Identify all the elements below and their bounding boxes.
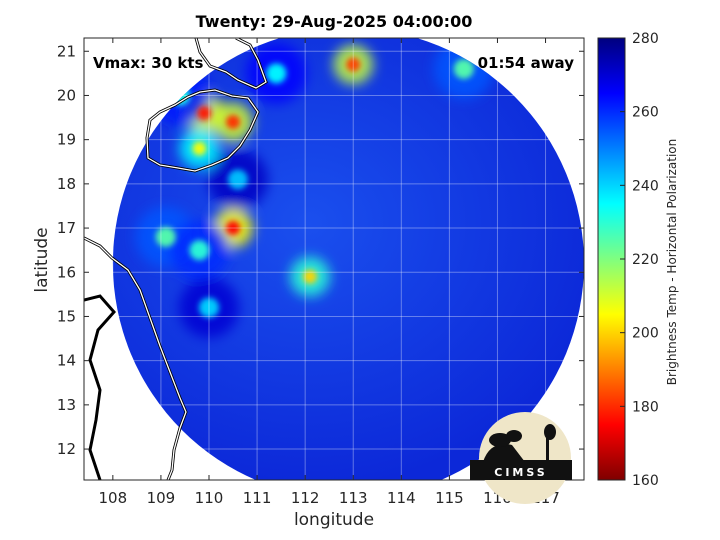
away-label: 01:54 away bbox=[478, 54, 575, 72]
hot-spot-6 bbox=[155, 226, 176, 247]
cimss-logo-text: CIMSS bbox=[494, 466, 547, 479]
cimss-logo: CIMSS bbox=[470, 412, 572, 504]
y-tick-label-21: 21 bbox=[57, 42, 76, 60]
y-tick-label-17: 17 bbox=[57, 219, 76, 237]
colorbar-tick-label-160: 160 bbox=[632, 473, 659, 489]
y-tick-label-15: 15 bbox=[57, 307, 76, 325]
hot-spot-3 bbox=[226, 114, 241, 129]
hot-spot-1 bbox=[302, 269, 317, 284]
y-ticks: 12 13 14 15 16 17 18 19 20 21 bbox=[57, 42, 584, 458]
y-tick-label-19: 19 bbox=[57, 131, 76, 149]
chart-title: Twenty: 29-Aug-2025 04:00:00 bbox=[195, 12, 473, 31]
y-tick-label-14: 14 bbox=[57, 352, 76, 370]
y-tick-label-18: 18 bbox=[57, 175, 76, 193]
hot-spot-9 bbox=[266, 63, 287, 84]
x-tick-label-111: 111 bbox=[243, 489, 272, 507]
y-tick-label-12: 12 bbox=[57, 440, 76, 458]
hot-spot-11 bbox=[199, 297, 219, 318]
y-tick-label-16: 16 bbox=[57, 263, 76, 281]
vietnam-border bbox=[84, 294, 116, 480]
x-ticks: 108109110111112113114115116117 bbox=[99, 38, 560, 507]
hot-spot-5 bbox=[346, 57, 361, 72]
y-tick-label-20: 20 bbox=[57, 86, 76, 104]
vmax-label: Vmax: 30 kts bbox=[93, 54, 203, 72]
y-tick-label-13: 13 bbox=[57, 396, 76, 414]
colorbar-tick-label-180: 180 bbox=[632, 399, 659, 415]
colorbar-ticks: 160 180 200 220 240 260 280 bbox=[620, 31, 659, 489]
x-tick-label-112: 112 bbox=[291, 489, 320, 507]
colorbar-tick-label-220: 220 bbox=[632, 252, 659, 268]
x-tick-label-115: 115 bbox=[435, 489, 464, 507]
colorbar-tick-label-240: 240 bbox=[632, 178, 659, 194]
colorbar-tick-label-200: 200 bbox=[632, 326, 659, 342]
colorbar-tick-label-280: 280 bbox=[632, 31, 659, 47]
hot-spot-2 bbox=[197, 106, 212, 121]
swath bbox=[112, 38, 584, 480]
colorbar-tick-label-260: 260 bbox=[632, 105, 659, 121]
axes-frame bbox=[83, 37, 585, 481]
x-axis-label: longitude bbox=[293, 510, 375, 530]
hot-spot-0 bbox=[226, 221, 241, 236]
x-tick-label-114: 114 bbox=[387, 489, 416, 507]
hot-spot-7 bbox=[189, 240, 210, 261]
x-tick-label-109: 109 bbox=[147, 489, 176, 507]
colorbar-label: Brightness Temp - Horizontal Polarizatio… bbox=[665, 138, 679, 386]
x-tick-label-110: 110 bbox=[195, 489, 224, 507]
hot-spot-4 bbox=[192, 141, 207, 156]
x-tick-label-113: 113 bbox=[339, 489, 368, 507]
hot-spot-10 bbox=[453, 58, 474, 79]
x-tick-label-108: 108 bbox=[99, 489, 128, 507]
y-axis-label: latitude bbox=[32, 227, 52, 293]
hot-spot-12 bbox=[227, 169, 248, 190]
coastlines-inner bbox=[84, 38, 267, 480]
